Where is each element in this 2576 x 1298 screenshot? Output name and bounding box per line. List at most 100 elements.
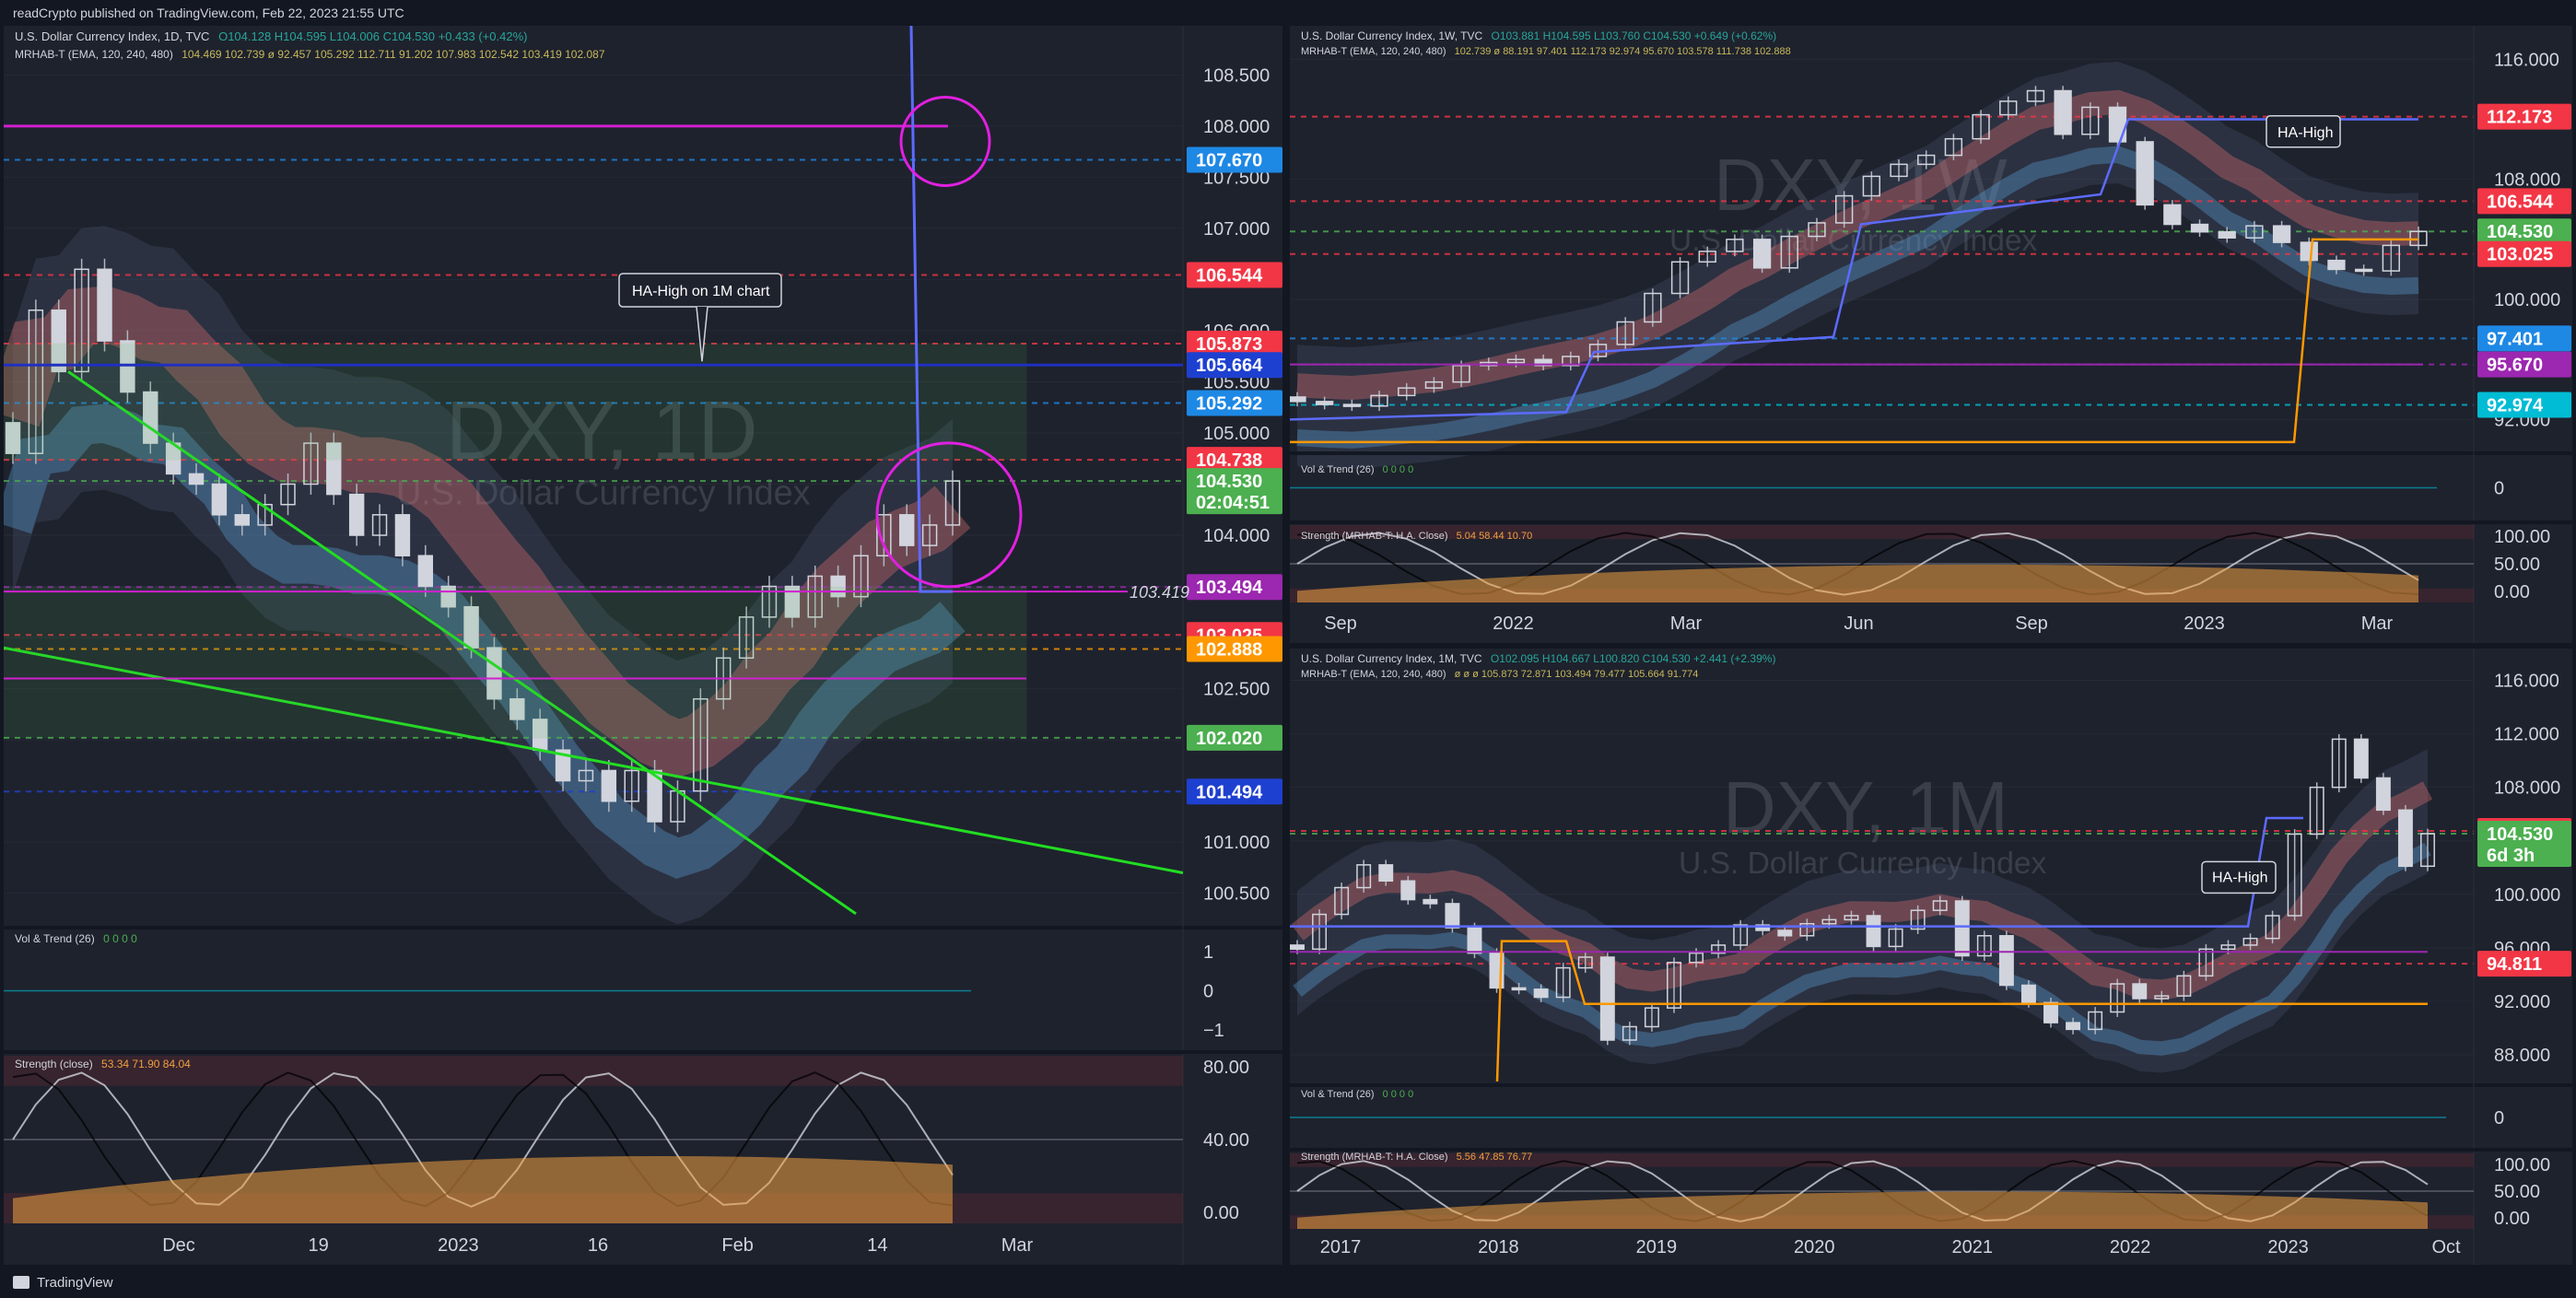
candle-body bbox=[899, 514, 915, 546]
candle-body bbox=[1689, 952, 1704, 964]
candle-body bbox=[876, 514, 892, 556]
x-tick-label: Jun bbox=[1844, 614, 1873, 634]
candle-body bbox=[1312, 913, 1328, 951]
strength-overbought-zone bbox=[1290, 525, 2474, 540]
candle-body bbox=[1888, 928, 1903, 948]
y-tick-label: 107.000 bbox=[1203, 219, 1270, 240]
publish-bar: readCrypto published on TradingView.com,… bbox=[0, 0, 2576, 26]
candle-body bbox=[1726, 239, 1744, 252]
candle-body bbox=[1452, 364, 1470, 383]
candle-body bbox=[2272, 225, 2291, 243]
candle-body bbox=[2054, 89, 2072, 135]
price-tag-label: 104.530 bbox=[1196, 472, 1262, 492]
price-tag-label: 103.494 bbox=[1196, 578, 1263, 598]
candle-body bbox=[2242, 937, 2258, 946]
y-tick-label: 102.500 bbox=[1203, 680, 1270, 700]
price-tag bbox=[2477, 351, 2571, 378]
price-tag-label: 102.888 bbox=[1196, 640, 1262, 661]
candle-body bbox=[2353, 738, 2369, 779]
candle-body bbox=[2108, 106, 2127, 143]
x-tick-label: 2021 bbox=[1951, 1237, 1993, 1257]
candle-body bbox=[2420, 833, 2435, 868]
candle-body bbox=[1799, 922, 1815, 937]
price-tag bbox=[1187, 352, 1282, 379]
highlight-circle-top bbox=[899, 95, 991, 187]
monthly-symbol-name: U.S. Dollar Currency Index, 1M, TVC bbox=[1301, 652, 1482, 665]
ema-ribbon-red bbox=[1296, 89, 2419, 400]
monthly-strength-label: Strength (MRHAB-T: H.A. Close) bbox=[1301, 1152, 1448, 1163]
strength-overbought-zone bbox=[4, 1056, 1183, 1086]
candle-body bbox=[257, 503, 273, 526]
candle-body bbox=[97, 268, 112, 342]
x-tick-label: Dec bbox=[162, 1235, 195, 1256]
candle-body bbox=[1777, 930, 1793, 937]
ema-ribbon-red bbox=[4, 286, 971, 778]
ha-high-spike bbox=[909, 26, 953, 593]
callout-text: HA-High bbox=[2212, 870, 2267, 885]
price-tag-label: 94.811 bbox=[2487, 954, 2542, 975]
monthly-ohlc: O102.095 H104.667 L100.820 C104.530 +2.4… bbox=[1490, 652, 1776, 665]
candle-body bbox=[761, 585, 778, 618]
x-tick-label: 2019 bbox=[1636, 1237, 1678, 1257]
price-tag bbox=[1187, 636, 1282, 662]
candle-body bbox=[2220, 944, 2236, 951]
x-tick-label: 2018 bbox=[1478, 1237, 1519, 1257]
footer-bar: TradingView bbox=[0, 1268, 2576, 1298]
price-tag-label: 104.530 bbox=[2487, 222, 2553, 242]
candle-body bbox=[2132, 983, 2148, 1000]
vol-tick-label: 0 bbox=[2494, 479, 2504, 499]
price-tag bbox=[1187, 778, 1282, 805]
price-tag bbox=[1187, 447, 1282, 474]
watermark-symbol: DXY, 1M bbox=[1723, 766, 2008, 848]
strength-tick-label: 100.00 bbox=[2494, 1155, 2550, 1175]
price-tag-label: 107.670 bbox=[1196, 150, 1262, 170]
candle-body bbox=[1398, 387, 1416, 397]
candle-body bbox=[1755, 924, 1771, 931]
strength-tick-label: 0.00 bbox=[2494, 1209, 2530, 1229]
strength-tick-label: 0.00 bbox=[1203, 1203, 1239, 1223]
candle-body bbox=[74, 268, 89, 373]
price-tag-label: 106.544 bbox=[2487, 192, 2554, 212]
candle-body bbox=[5, 422, 21, 454]
price-tag bbox=[2477, 188, 2571, 215]
watermark-symbol: DXY, 1D bbox=[446, 385, 758, 477]
y-tick-label: 116.000 bbox=[2494, 672, 2559, 692]
candle-body bbox=[2066, 1022, 2081, 1031]
candle-body bbox=[1711, 944, 1727, 954]
x-tick-label: Mar bbox=[1670, 614, 1703, 634]
candle-body bbox=[326, 442, 342, 496]
monthly-chart-svg[interactable]: 116.000112.000108.000104.000100.00096.00… bbox=[1290, 649, 2572, 1265]
highlight-circle-price bbox=[875, 441, 1023, 589]
y-tick-label: 101.000 bbox=[1203, 833, 1270, 853]
daily-chart-svg[interactable]: 108.500108.000107.500107.000106.500106.0… bbox=[4, 26, 1282, 1265]
callout-box bbox=[2266, 115, 2341, 148]
supply-zone bbox=[4, 343, 1027, 461]
candle-body bbox=[1599, 956, 1615, 1041]
weekly-legend: U.S. Dollar Currency Index, 1W, TVC O103… bbox=[1301, 29, 1776, 42]
candle-body bbox=[1667, 962, 1681, 1009]
candle-body bbox=[280, 483, 296, 506]
candle-body bbox=[1356, 864, 1372, 889]
candle-body bbox=[1424, 380, 1444, 389]
monthly-vol-values: 0 0 0 0 bbox=[1382, 1089, 1414, 1100]
price-tag bbox=[1187, 262, 1282, 288]
candle-body bbox=[2218, 230, 2236, 239]
demand-zone bbox=[4, 586, 1027, 739]
candle-body bbox=[647, 769, 662, 823]
monthly-strength-legend: Strength (MRHAB-T: H.A. Close) 5.56 47.8… bbox=[1301, 1152, 1532, 1163]
x-tick-label: 2022 bbox=[1493, 614, 1534, 634]
strength-area bbox=[1297, 1191, 2428, 1229]
y-tick-label: 105.000 bbox=[1203, 424, 1270, 444]
monthly-chart-panel[interactable]: 116.000112.000108.000104.000100.00096.00… bbox=[1290, 649, 2572, 1265]
weekly-vol-legend: Vol & Trend (26) 0 0 0 0 bbox=[1301, 464, 1413, 475]
x-tick-label: Mar bbox=[2361, 614, 2394, 634]
daily-chart-panel[interactable]: 108.500108.000107.500107.000106.500106.0… bbox=[4, 26, 1282, 1265]
watermark-desc: U.S. Dollar Currency Index bbox=[1679, 847, 2047, 881]
weekly-chart-panel[interactable]: 116.000 108.000 100.000 92.000 DXY, 1W U.S. D… bbox=[1290, 26, 2572, 643]
candle-body bbox=[211, 483, 228, 516]
price-tag bbox=[2477, 240, 2571, 267]
price-tag-countdown: 6d 3h bbox=[2487, 846, 2535, 866]
strength-tick-label: 50.00 bbox=[2494, 1182, 2540, 1202]
tradingview-logo[interactable]: TradingView bbox=[13, 1275, 113, 1291]
